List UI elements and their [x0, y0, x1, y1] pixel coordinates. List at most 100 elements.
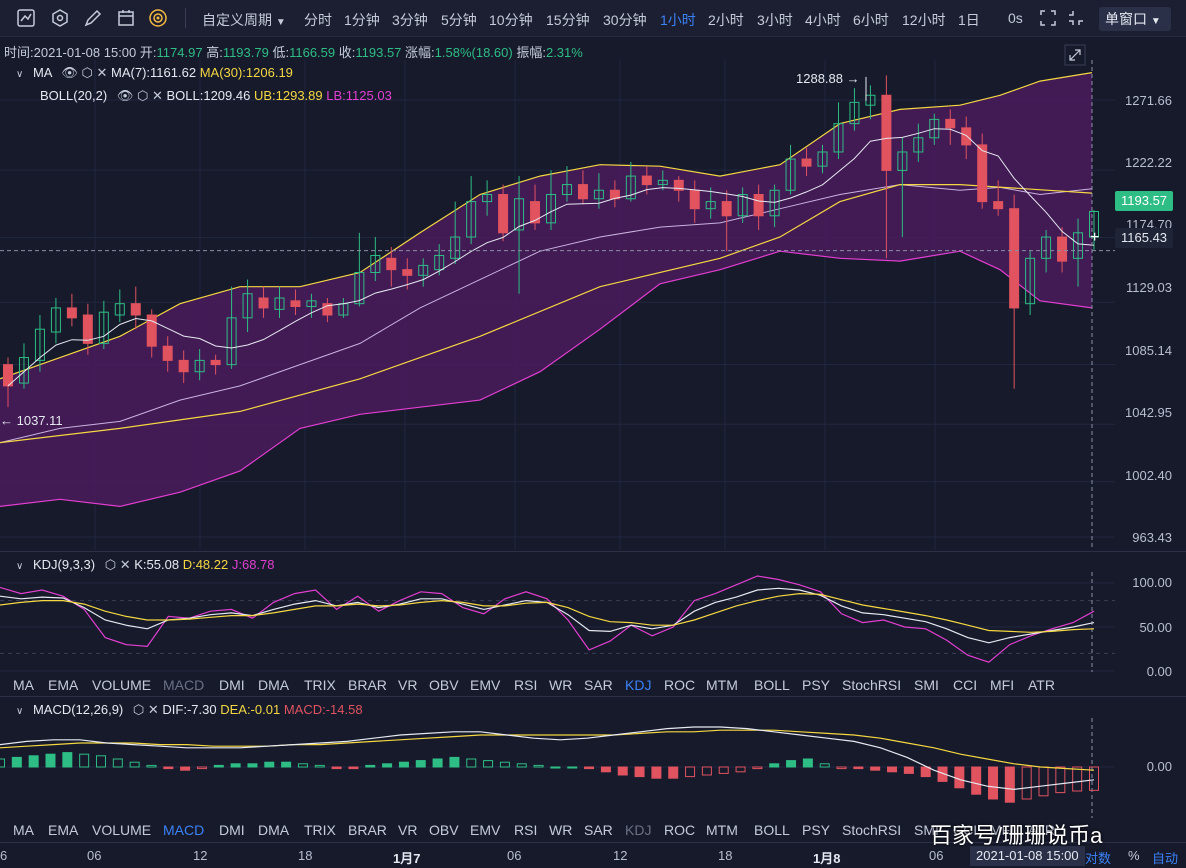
indicator-tab[interactable]: MTM: [706, 822, 738, 838]
indicator-tab[interactable]: BOLL: [754, 822, 790, 838]
change-label: 涨幅:: [405, 45, 435, 60]
indicator-tab[interactable]: ATR: [1028, 822, 1055, 838]
indicator-tab[interactable]: PSY: [802, 677, 831, 693]
period-tab[interactable]: 分时: [304, 12, 332, 28]
indicator-tab[interactable]: SMI: [914, 822, 939, 838]
indicator-tab[interactable]: KDJ: [625, 822, 652, 838]
indicator-tab[interactable]: MACD: [163, 822, 205, 838]
indicator-tab[interactable]: MFI: [990, 822, 1015, 838]
indicator-tab[interactable]: MACD: [163, 677, 205, 693]
macd-chart[interactable]: [0, 718, 1115, 818]
expand-pane-icon[interactable]: [1064, 44, 1086, 66]
settings-icon[interactable]: ⬡: [136, 88, 149, 103]
indicator-tab[interactable]: RSI: [514, 822, 538, 838]
indicator-tab[interactable]: SAR: [584, 822, 613, 838]
period-tab[interactable]: 10分钟: [489, 12, 533, 28]
close-icon[interactable]: ✕: [151, 88, 163, 103]
indicator-tab[interactable]: WR: [549, 677, 573, 693]
indicator-tab[interactable]: CCI: [953, 677, 978, 693]
settings-icon[interactable]: ⬡: [81, 65, 93, 80]
collapse-icon[interactable]: ∨: [16, 69, 24, 80]
auto-scale-button[interactable]: 自动: [1152, 851, 1179, 866]
period-tab[interactable]: 1日: [958, 12, 980, 28]
period-tab[interactable]: 12小时: [902, 12, 946, 28]
indicator-tab[interactable]: ATR: [1028, 677, 1055, 693]
period-tab[interactable]: 4小时: [805, 12, 841, 28]
indicator-tab[interactable]: SAR: [584, 677, 613, 693]
indicator-tab[interactable]: EMA: [48, 822, 79, 838]
period-tab[interactable]: 1分钟: [344, 12, 380, 28]
indicator-tab[interactable]: RSI: [514, 677, 538, 693]
settings-icon[interactable]: ⬡: [132, 702, 145, 717]
macd-histogram-bar: [95, 755, 106, 768]
indicator-tab[interactable]: DMI: [219, 822, 245, 838]
chart-type-icon[interactable]: [16, 8, 36, 28]
draw-pen-icon[interactable]: [83, 8, 103, 28]
indicator-tab[interactable]: VOLUME: [92, 822, 152, 838]
indicator-tab[interactable]: DMA: [258, 822, 290, 838]
fullscreen-icon[interactable]: [1038, 8, 1058, 28]
indicator-tab[interactable]: DMI: [219, 677, 245, 693]
indicator-tab[interactable]: TRIX: [304, 822, 336, 838]
pane-separator[interactable]: [0, 696, 1186, 697]
period-tab[interactable]: 2小时: [708, 12, 744, 28]
collapse-icon[interactable]: ∨: [16, 561, 24, 572]
period-tab[interactable]: 1小时: [660, 12, 696, 28]
indicator-tab[interactable]: MA: [13, 822, 34, 838]
indicator-tab[interactable]: StochRSI: [842, 677, 902, 693]
pane-separator[interactable]: [0, 551, 1186, 552]
indicator-tab[interactable]: StochRSI: [842, 822, 902, 838]
period-tab[interactable]: 6小时: [853, 12, 889, 28]
indicator-tab[interactable]: VR: [398, 822, 418, 838]
indicator-tab[interactable]: OBV: [429, 822, 459, 838]
candle-body: [737, 194, 748, 217]
kdj-chart[interactable]: [0, 572, 1115, 672]
candle-body: [354, 271, 365, 305]
indicator-tab[interactable]: BRAR: [348, 822, 387, 838]
custom-period-dropdown[interactable]: 自定义周期 ▼: [202, 10, 286, 30]
period-tab[interactable]: 30分钟: [603, 12, 647, 28]
settings-icon[interactable]: ⬡: [104, 557, 117, 572]
close-icon[interactable]: ✕: [119, 557, 131, 572]
eye-icon[interactable]: 👁: [116, 88, 134, 103]
period-tab[interactable]: 3小时: [757, 12, 793, 28]
calendar-icon[interactable]: [116, 8, 136, 28]
indicator-tab[interactable]: ROC: [664, 822, 696, 838]
indicator-tab[interactable]: MFI: [990, 677, 1015, 693]
indicator-tab[interactable]: BRAR: [348, 677, 387, 693]
indicator-tab[interactable]: VR: [398, 677, 418, 693]
period-tab[interactable]: 15分钟: [546, 12, 590, 28]
indicator-settings-icon[interactable]: [50, 8, 70, 28]
exit-fullscreen-icon[interactable]: [1066, 8, 1086, 28]
indicator-tab[interactable]: EMV: [470, 822, 501, 838]
macd-dea-value: DEA:-0.01: [220, 702, 281, 717]
indicator-tab[interactable]: EMV: [470, 677, 501, 693]
indicator-tab[interactable]: OBV: [429, 677, 459, 693]
indicator-tab[interactable]: SMI: [914, 677, 939, 693]
indicator-tab[interactable]: EMA: [48, 677, 79, 693]
window-mode-dropdown[interactable]: 单窗口 ▼: [1099, 7, 1171, 31]
percent-scale-button[interactable]: %: [1128, 848, 1140, 863]
candlestick-chart[interactable]: [0, 60, 1115, 550]
collapse-icon[interactable]: ∨: [16, 706, 24, 717]
indicator-tab[interactable]: MTM: [706, 677, 738, 693]
close-icon[interactable]: ✕: [147, 702, 159, 717]
indicator-tab[interactable]: PSY: [802, 822, 831, 838]
indicator-tab[interactable]: DMA: [258, 677, 290, 693]
time-axis-label: 6: [0, 848, 8, 863]
indicator-tab[interactable]: BOLL: [754, 677, 790, 693]
period-tab[interactable]: 5分钟: [441, 12, 477, 28]
compass-icon[interactable]: [148, 8, 168, 28]
close-icon[interactable]: ✕: [96, 65, 108, 80]
indicator-tab[interactable]: MA: [13, 677, 34, 693]
indicator-tab[interactable]: TRIX: [304, 677, 336, 693]
eye-icon[interactable]: 👁: [61, 65, 78, 80]
indicator-tab[interactable]: VOLUME: [92, 677, 152, 693]
period-tab[interactable]: 3分钟: [392, 12, 428, 28]
indicator-tab[interactable]: WR: [549, 822, 573, 838]
macd-histogram-bar: [988, 766, 999, 800]
indicator-tab[interactable]: CCI: [953, 822, 978, 838]
indicator-tab[interactable]: KDJ: [625, 677, 652, 693]
indicator-tab[interactable]: ROC: [664, 677, 696, 693]
log-scale-button[interactable]: 对数: [1085, 851, 1112, 866]
